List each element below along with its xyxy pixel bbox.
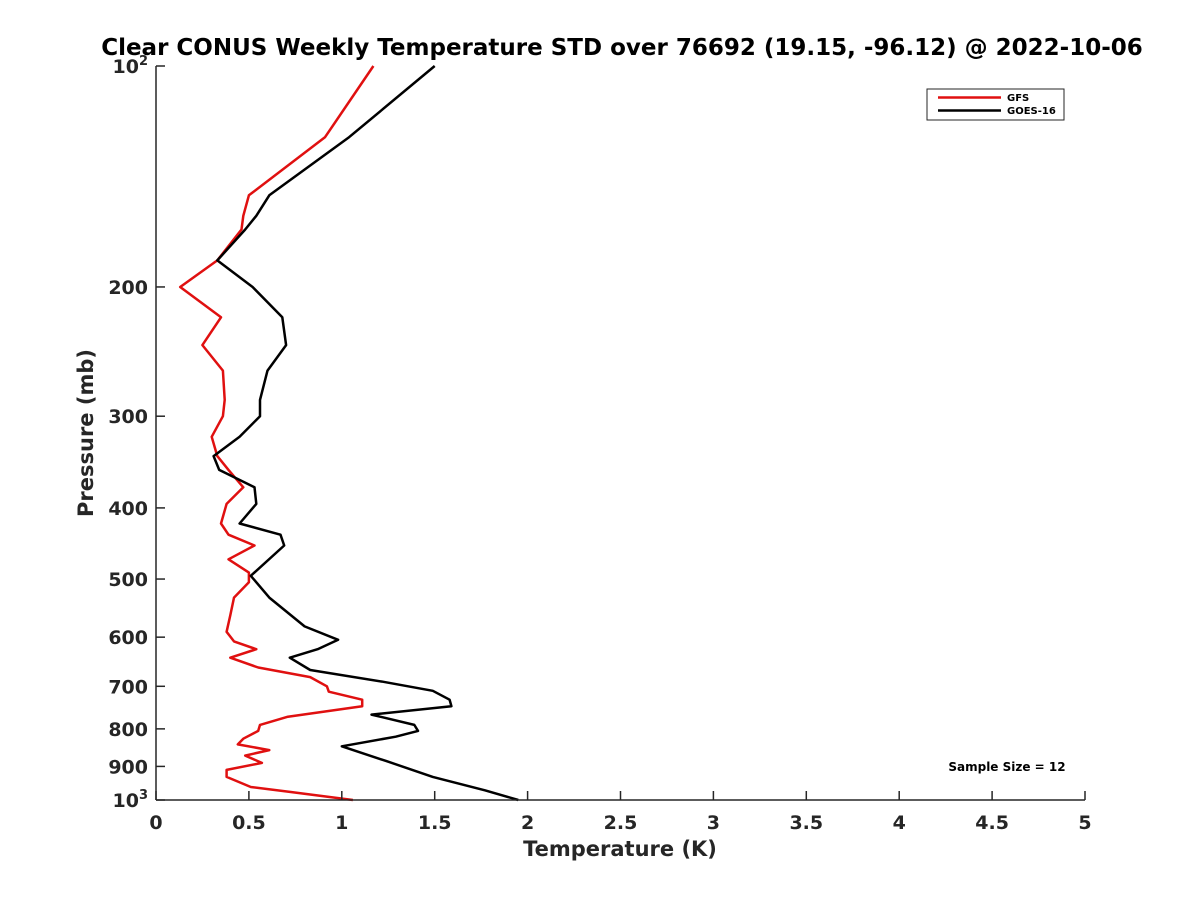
chart-title: Clear CONUS Weekly Temperature STD over … xyxy=(101,35,1143,61)
x-ticks: 0 0.5 1 1.5 2 2.5 3 3.5 4 4.5 5 xyxy=(149,791,1092,834)
series-line-gfs xyxy=(178,65,375,802)
legend-label-goes16: GOES-16 xyxy=(1007,106,1056,117)
y-axis-label: Pressure (mb) xyxy=(74,349,98,517)
x-tick-label: 2 xyxy=(521,812,534,834)
y-tick-label: 400 xyxy=(108,498,148,520)
series-layer xyxy=(178,65,519,802)
plot-area: 0 0.5 1 1.5 2 2.5 3 3.5 4 4.5 5 1 0 2 200 300 400 500 600… xyxy=(108,54,1091,834)
x-axis-label: Temperature (K) xyxy=(523,837,717,861)
y-tick-label: 300 xyxy=(108,406,148,428)
x-tick-label: 5 xyxy=(1078,812,1091,834)
x-tick-label: 3 xyxy=(707,812,720,834)
y-tick-label: 200 xyxy=(108,277,148,299)
x-tick-label: 1.5 xyxy=(418,812,452,834)
x-tick-label: 0.5 xyxy=(232,812,266,834)
legend-label-gfs: GFS xyxy=(1007,93,1029,104)
x-tick-label: 0 xyxy=(149,812,162,834)
y-tick-label: 600 xyxy=(108,627,148,649)
sample-size-annotation: Sample Size = 12 xyxy=(948,760,1065,774)
x-tick-label: 4 xyxy=(893,812,906,834)
series-line-goes16 xyxy=(212,65,519,802)
x-tick-label: 3.5 xyxy=(789,812,823,834)
y-tick-label: 103 xyxy=(113,788,149,812)
y-tick-label: 500 xyxy=(108,569,148,591)
x-tick-label: 4.5 xyxy=(975,812,1009,834)
y-tick-label: 800 xyxy=(108,719,148,741)
legend-box xyxy=(926,88,1065,121)
legend: GFS GOES-16 xyxy=(926,88,1065,121)
y-tick-label: 700 xyxy=(108,676,148,698)
y-tick-label: 900 xyxy=(108,756,148,778)
x-tick-label: 2.5 xyxy=(604,812,638,834)
x-tick-label: 1 xyxy=(335,812,348,834)
